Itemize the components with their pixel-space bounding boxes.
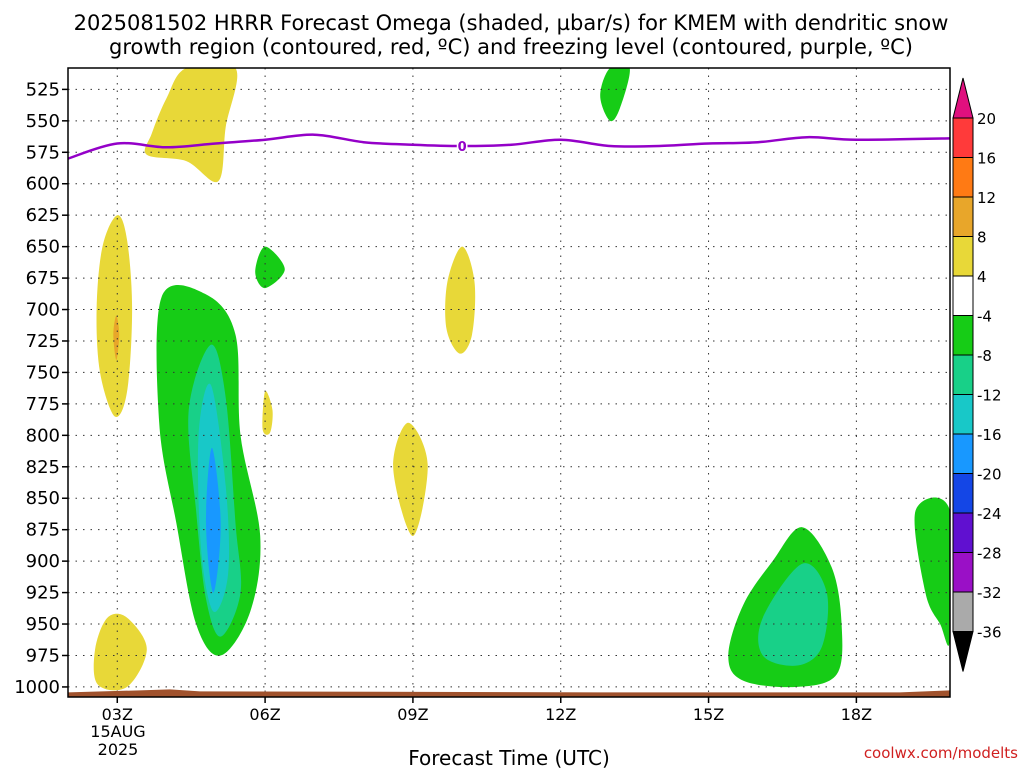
y-tick-label-750: 750 (26, 362, 60, 383)
colorbar-segment-0 (952, 117, 974, 158)
plot-area (68, 68, 950, 697)
x-tick-label-06Z: 06Z (249, 705, 280, 724)
x-tick-label-09Z: 09Z (397, 705, 428, 724)
omega-region-4 (262, 390, 273, 435)
date-label-day: 15AUG (90, 722, 145, 741)
omega-region-12 (205, 447, 221, 593)
y-tick-label-1000: 1000 (14, 677, 60, 698)
colorbar-label-0: 20 (977, 110, 996, 128)
y-tick-label-525: 525 (26, 79, 60, 100)
colorbar-label-2: 12 (977, 189, 996, 207)
plot-frame (67, 67, 951, 698)
omega-region-15 (914, 497, 950, 646)
colorbar-label-11: -28 (977, 545, 1002, 563)
y-tick-label-875: 875 (26, 520, 60, 541)
colorbar-segment-3 (952, 236, 974, 277)
colorbar-segment-11 (952, 552, 974, 593)
watermark: coolwx.com/modelts (864, 744, 1018, 762)
colorbar-label-3: 8 (977, 229, 987, 247)
omega-colorbar: 20 16 12 8 4 -4 -8 -12 -16 -20 -24 -28 -32 -36 (952, 77, 1002, 672)
y-tick-label-775: 775 (26, 394, 60, 415)
colorbar-label-13: -36 (977, 624, 1002, 642)
colorbar-segment-7 (952, 394, 974, 435)
freezing-level-label: 0 (458, 140, 467, 155)
colorbar-segment-1 (952, 157, 974, 198)
colorbar-label-7: -12 (977, 387, 1002, 405)
colorbar-segment-8 (952, 433, 974, 474)
grid-lines (68, 68, 950, 697)
colorbar-segment-9 (952, 473, 974, 514)
colorbar-label-4: 4 (977, 268, 987, 286)
x-tick-label-15Z: 15Z (693, 705, 724, 724)
omega-region-1 (96, 215, 133, 418)
y-tick-label-650: 650 (26, 237, 60, 258)
ground-surface (68, 689, 950, 697)
omega-region-14 (758, 563, 829, 666)
y-tick-label-725: 725 (26, 331, 60, 352)
freezing-level-contour (68, 133, 950, 160)
colorbar-label-10: -24 (977, 505, 1002, 523)
x-axis: 03Z 06Z 09Z 12Z 15Z 18Z (102, 697, 872, 724)
y-tick-label-550: 550 (26, 111, 60, 132)
colorbar-segment-10 (952, 512, 974, 553)
y-tick-label-625: 625 (26, 205, 60, 226)
y-tick-label-800: 800 (26, 425, 60, 446)
date-label-year: 2025 (98, 740, 139, 759)
y-tick-label-600: 600 (26, 174, 60, 195)
x-axis-label: Forecast Time (UTC) (408, 746, 610, 768)
chart-title-line-2: growth region (contoured, red, ºC) and f… (109, 35, 913, 59)
y-tick-label-925: 925 (26, 583, 60, 604)
colorbar-label-8: -16 (977, 426, 1002, 444)
omega-region-0 (144, 68, 238, 183)
colorbar-segment-12 (952, 591, 974, 632)
y-axis: 525 550 575 600 625 650 675 700 725 750 775 800 825 8… (14, 79, 68, 698)
y-tick-label-675: 675 (26, 268, 60, 289)
colorbar-segment-5 (952, 315, 974, 356)
x-tick-label-12Z: 12Z (545, 705, 576, 724)
omega-region-2 (113, 315, 120, 360)
omega-region-7 (255, 246, 285, 289)
colorbar-label-12: -32 (977, 584, 1002, 602)
y-tick-label-975: 975 (26, 645, 60, 666)
y-tick-label-950: 950 (26, 614, 60, 635)
colorbar-segment-6 (952, 354, 974, 395)
y-tick-label-700: 700 (26, 300, 60, 321)
colorbar-segment-2 (952, 196, 974, 237)
omega-region-3 (93, 613, 147, 691)
omega-region-5 (445, 246, 476, 354)
omega-region-8 (600, 68, 630, 122)
omega-shaded-regions (93, 68, 950, 691)
colorbar-label-6: -8 (977, 347, 992, 365)
x-tick-label-03Z: 03Z (102, 705, 133, 724)
y-tick-label-575: 575 (26, 142, 60, 163)
y-tick-label-825: 825 (26, 457, 60, 478)
y-tick-label-900: 900 (26, 551, 60, 572)
colorbar-top-arrow (952, 77, 974, 119)
chart-title-line-1: 2025081502 HRRR Forecast Omega (shaded, … (74, 11, 949, 35)
colorbar-bottom-arrow (952, 631, 974, 672)
y-tick-label-850: 850 (26, 488, 60, 509)
x-tick-label-18Z: 18Z (841, 705, 872, 724)
colorbar-segment-4 (952, 275, 974, 316)
colorbar-label-5: -4 (977, 308, 992, 326)
colorbar-label-9: -20 (977, 466, 1002, 484)
colorbar-label-1: 16 (977, 150, 996, 168)
omega-region-6 (393, 422, 428, 537)
